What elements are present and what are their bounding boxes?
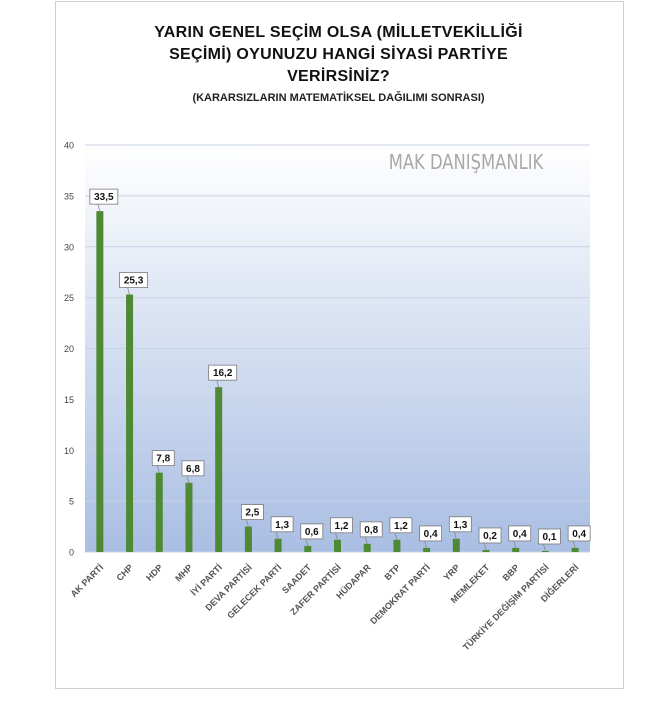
bar [482,549,490,552]
bar [96,211,104,552]
value-label-box [208,364,238,381]
grid-lines [85,144,590,553]
chart-title-line-1: YARIN GENEL SEÇİM OLSA (MİLLETVEKİLLİĞİ [154,24,523,41]
value-label-leader [453,531,457,539]
value-label-leader [543,543,546,552]
y-tick-label: 30 [64,242,74,252]
value-label-leader [335,532,338,540]
bar [274,538,282,552]
bar [512,547,520,552]
value-label-leader [394,532,398,540]
x-tick-label: AK PARTİ [69,562,106,599]
value-label: 6,8 [186,464,200,475]
value-label-leader [275,531,279,539]
bar [571,547,579,552]
value-label-leader [216,380,220,388]
bar [452,538,460,552]
value-label-leader [97,204,101,212]
bar [334,539,341,552]
chart-title: YARIN GENEL SEÇİM OLSA (MİLLETVEKİLLİĞİ … [55,22,622,88]
watermark: MAK DANIŞMANLIK [389,152,544,175]
value-label: 7,8 [156,454,170,465]
bar [185,482,193,552]
value-label-box [359,521,383,538]
value-label: 16,2 [213,368,233,379]
value-label: 0,6 [305,527,319,538]
value-label: 33,5 [94,192,114,203]
value-label-leader [513,540,517,549]
value-label-box [567,525,591,542]
value-label-box [89,188,119,205]
x-tick-label: DEMOKRAT PARTİ [368,562,432,626]
bar [304,545,312,552]
value-label: 2,5 [245,508,259,519]
y-tick-label: 5 [69,497,74,507]
value-label-leader [127,287,130,295]
value-label-leader [245,519,249,527]
chart-title-line-3: VERİRSİNİZ? [287,68,390,85]
value-label: 0,4 [572,529,586,540]
bars [96,211,579,552]
value-labels: 33,5 25,3 7,8 6,8 16,2 2,5 1,3 0,6 1,2 0,8 1,2 0,4 1… [89,188,591,552]
value-label-box [240,504,264,520]
value-label-box [389,517,413,534]
bar [363,543,371,552]
y-tick-label: 15 [64,395,74,405]
value-label-box [448,516,472,533]
y-tick-label: 25 [64,293,74,303]
value-label: 1,3 [275,520,289,531]
value-label-leader [364,536,368,544]
x-tick-label: HDP [144,562,165,583]
x-tick-label: BBP [501,562,522,583]
value-label-box [538,528,561,545]
x-tick-label: BTP [383,562,403,582]
value-label-leader [424,540,428,549]
value-label-box [181,460,205,477]
value-label: 25,3 [124,276,144,287]
value-label: 0,8 [364,525,378,536]
bar [126,294,134,552]
value-label-leader [186,475,190,483]
value-label-leader [156,465,160,473]
value-label-box [330,517,353,534]
bar [244,526,252,552]
value-label-leader [305,538,309,547]
bar [155,472,163,552]
value-label-box [419,525,443,542]
value-label-box [270,516,294,533]
value-label: 0,4 [513,529,527,540]
x-tick-label: MHP [173,562,194,583]
x-tick-label: YRP [442,562,462,582]
y-tick-label: 40 [64,141,74,151]
value-label: 1,2 [335,521,349,532]
value-label-box [508,525,532,542]
bar [541,550,549,552]
value-label: 0,1 [542,532,556,543]
y-tick-label: 35 [64,191,74,201]
x-tick-label: GELECEK PARTİ [225,562,283,620]
bar [393,539,401,552]
value-label-leader [483,542,487,551]
value-label: 1,2 [394,521,408,532]
x-tick-label: CHP [114,562,135,583]
y-tick-label: 20 [64,344,74,354]
y-tick-label: 10 [64,446,74,456]
y-axis: 0 5 10 15 20 25 30 35 40 [64,141,74,558]
value-label-box [300,523,324,540]
x-tick-label: ZAFER PARTİSİ [288,562,343,617]
value-label-box [119,272,148,288]
y-tick-label: 0 [69,548,74,558]
bar [423,547,431,552]
value-label: 0,2 [483,531,497,542]
chart-title-line-2: SEÇİMİ) OYUNUZU HANGİ SİYASİ PARTİYE [169,46,508,63]
value-label: 1,3 [453,520,467,531]
value-label: 0,4 [424,529,438,540]
chart-subtitle: (KARARSIZLARIN MATEMATİKSEL DAĞILIMI SON… [192,92,485,104]
value-label-box [151,450,175,467]
value-label-box [478,527,502,544]
bar [215,387,223,552]
value-label-leader [572,540,576,549]
